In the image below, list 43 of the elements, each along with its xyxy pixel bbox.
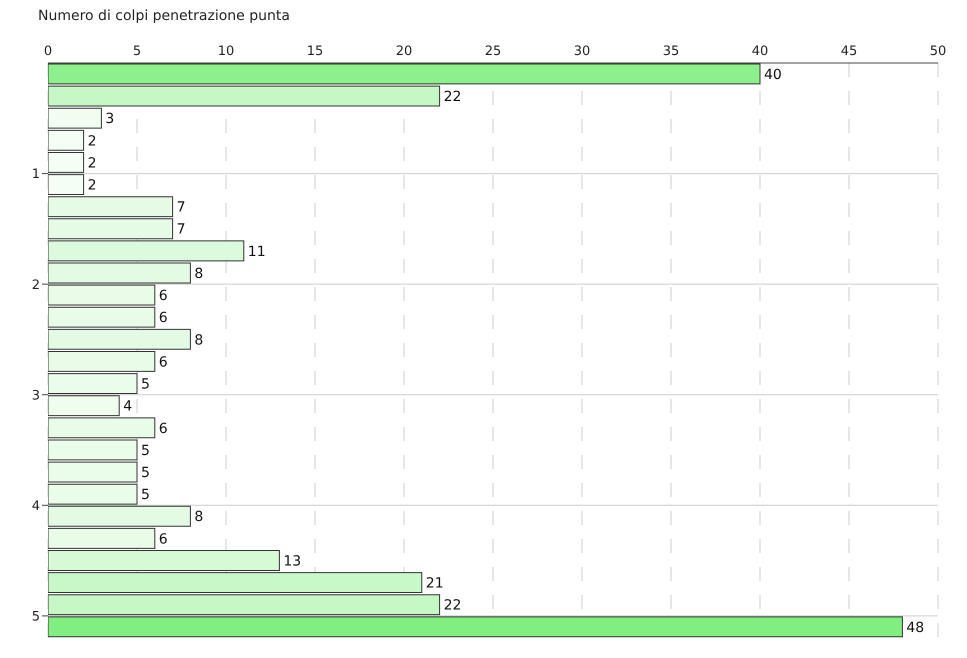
data-label: 6: [158, 420, 168, 437]
x-tick-label: 30: [574, 44, 590, 59]
data-label: 7: [176, 200, 186, 216]
x-tick-label: 15: [306, 44, 324, 59]
data-label: 3: [105, 111, 114, 128]
data-label: 5: [141, 376, 150, 393]
data-label: 5: [141, 442, 150, 459]
x-tick-label: 45: [840, 44, 858, 59]
y-tick-label: 4: [32, 498, 40, 514]
data-label: 2: [88, 178, 97, 194]
x-tick-label: 0: [44, 44, 52, 59]
data-label: 6: [158, 354, 168, 370]
y-tick-label: 1: [32, 167, 40, 182]
data-label: 4: [123, 398, 132, 415]
x-tick-label: 5: [132, 44, 142, 59]
x-tick-label: 25: [484, 44, 502, 59]
data-label: 11: [248, 244, 266, 260]
data-label: 8: [194, 266, 204, 282]
data-label: 6: [158, 531, 168, 548]
data-label: 22: [444, 598, 462, 614]
y-tick-label: 5: [32, 610, 40, 624]
x-tick-label: 40: [752, 44, 768, 59]
y-tick-label: 2: [32, 278, 40, 293]
data-label: 7: [176, 222, 186, 238]
data-label: 21: [426, 576, 444, 592]
y-tick-label: 3: [32, 388, 40, 404]
x-axis-title: Numero di colpi penetrazione punta: [38, 8, 291, 24]
x-tick-label: 50: [930, 44, 946, 59]
data-label: 6: [158, 310, 168, 326]
data-label: 22: [444, 89, 462, 106]
data-label: 6: [158, 288, 168, 304]
data-label: 48: [906, 620, 924, 636]
x-tick-label: 20: [396, 44, 412, 59]
data-label: 8: [194, 332, 204, 348]
data-label: 40: [764, 66, 782, 83]
data-label: 2: [88, 155, 97, 172]
data-label: 13: [283, 553, 302, 570]
x-tick-label: 35: [662, 44, 680, 59]
x-tick-label: 10: [218, 44, 234, 59]
data-label: 8: [194, 509, 204, 526]
data-label: 5: [141, 487, 150, 504]
data-label: 2: [88, 133, 97, 150]
data-label: 5: [141, 465, 150, 481]
